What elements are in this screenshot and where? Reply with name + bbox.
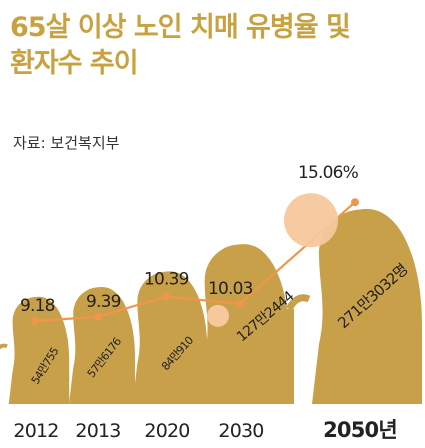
value-label: 9.39 bbox=[86, 292, 121, 312]
elderly-figures bbox=[0, 209, 422, 404]
value-label: 10.03 bbox=[208, 279, 253, 299]
figure-head bbox=[209, 244, 266, 301]
figure-cane-handle bbox=[114, 329, 132, 341]
figure-cane-handle bbox=[177, 314, 198, 328]
patient-figure bbox=[285, 209, 422, 404]
figure-head bbox=[15, 297, 54, 335]
x-tick-label: 2020 bbox=[144, 420, 189, 442]
highlight-circle bbox=[284, 193, 338, 248]
x-tick-label: 2013 bbox=[75, 420, 120, 442]
chart-title-line1: 65살 이상 노인 치매 유병율 및 bbox=[10, 12, 351, 43]
x-tick-label: 2030 bbox=[218, 420, 263, 442]
value-label: 9.18 bbox=[20, 296, 55, 316]
highlight-circle bbox=[207, 304, 229, 327]
source-note: 자료: 보건복지부 bbox=[13, 134, 120, 152]
value-label: 10.39 bbox=[144, 270, 189, 290]
figure-cane-handle bbox=[0, 343, 8, 350]
chart-title: 65살 이상 노인 치매 유병율 및 환자수 추이 bbox=[10, 10, 351, 82]
figure-cane bbox=[54, 347, 59, 404]
figure-head bbox=[325, 210, 393, 278]
value-label: 15.06% bbox=[298, 163, 359, 183]
rate-line bbox=[31, 193, 359, 327]
data-point bbox=[31, 317, 39, 325]
data-point bbox=[351, 198, 359, 207]
figure-cane-handle bbox=[285, 294, 311, 311]
x-tick-label: 2012 bbox=[13, 420, 58, 442]
figure-cane bbox=[178, 326, 185, 404]
data-point bbox=[94, 312, 102, 321]
figure-cane bbox=[287, 309, 294, 404]
data-point bbox=[236, 299, 244, 308]
data-point bbox=[162, 292, 170, 301]
figure-cane-handle bbox=[53, 338, 69, 349]
patient-figure bbox=[177, 244, 290, 404]
chart-title-line2: 환자수 추이 bbox=[10, 48, 139, 79]
figure-cane bbox=[115, 339, 121, 404]
x-tick-label: 2050년 bbox=[323, 418, 397, 442]
